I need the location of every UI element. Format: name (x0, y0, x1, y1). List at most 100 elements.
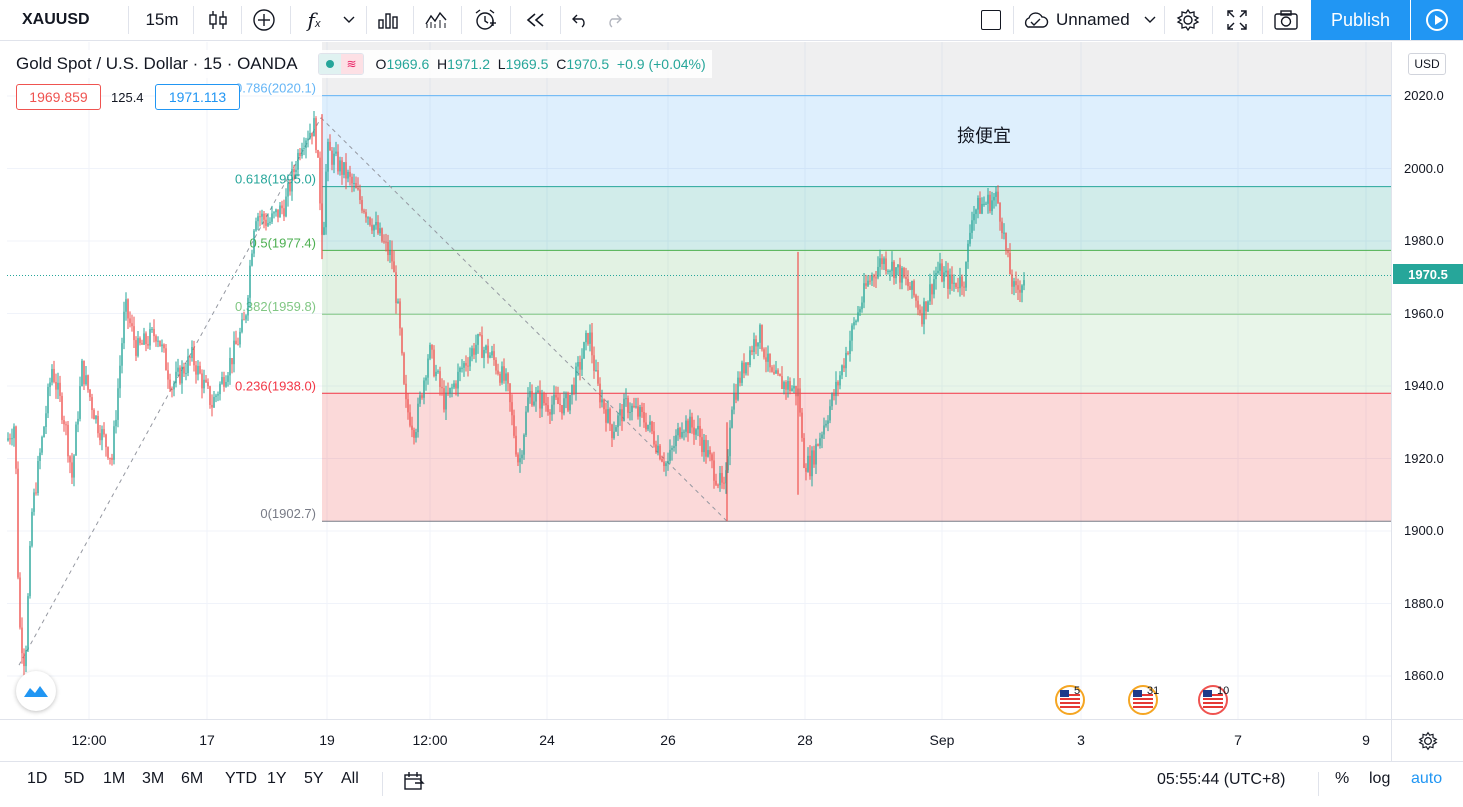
redo-icon[interactable] (600, 0, 630, 40)
buy-price-button[interactable]: 1971.113 (155, 84, 240, 110)
symbol-search-button[interactable]: XAUUSD (22, 11, 90, 28)
templates-icon[interactable] (416, 0, 456, 40)
time-axis[interactable]: 12:00 17 19 12:00 24 26 28 Sep 3 7 9 (0, 719, 1391, 761)
range-button-1d[interactable]: 1D (27, 770, 48, 787)
layout-name-button[interactable]: Unnamed (1020, 0, 1162, 40)
fullscreen-icon[interactable] (1216, 0, 1258, 40)
candle-body (633, 405, 635, 407)
candle-body (467, 365, 469, 367)
publish-button[interactable]: Publish (1311, 0, 1410, 40)
candle-body (595, 370, 597, 372)
candle-body (715, 480, 717, 485)
price-chart[interactable]: 0.786(2020.1) 0.618(1995.0) 0.5(1977.4) 0.3… (7, 42, 1391, 719)
range-button-6m[interactable]: 6M (181, 770, 204, 787)
gear-icon[interactable] (1168, 0, 1208, 40)
candle-body (349, 171, 351, 177)
compare-add-icon[interactable] (244, 0, 284, 40)
candle-body (243, 319, 245, 321)
replay-icon[interactable] (514, 0, 556, 40)
camera-icon[interactable] (1265, 0, 1307, 40)
candle-body (875, 277, 877, 279)
candle-body (757, 342, 759, 347)
percent-scale-toggle[interactable]: % (1335, 770, 1350, 787)
candle-body (565, 394, 567, 399)
candle-body (613, 431, 615, 439)
candle-body (225, 381, 227, 387)
candle-body (711, 454, 713, 461)
candle-body (237, 344, 239, 346)
range-button-5d[interactable]: 5D (64, 770, 85, 787)
log-scale-toggle[interactable]: log (1369, 770, 1391, 787)
range-button-all[interactable]: All (341, 770, 359, 787)
price-axis[interactable]: USD 2020.0 2000.0 1980.0 1960.0 1940.0 1920.0… (1391, 42, 1463, 719)
range-button-3m[interactable]: 3M (142, 770, 165, 787)
chart-pane[interactable]: 0.786(2020.1) 0.618(1995.0) 0.5(1977.4) 0.3… (7, 42, 1391, 719)
chevron-down-icon[interactable] (334, 0, 364, 40)
tradingview-logo-icon[interactable] (16, 671, 56, 711)
candle-body (883, 258, 885, 265)
play-icon[interactable] (1411, 0, 1463, 40)
candle-body (645, 422, 647, 430)
fib-zone (322, 250, 1391, 315)
candles-icon[interactable] (198, 0, 238, 40)
candle-body (113, 426, 115, 460)
candle-body (39, 452, 41, 462)
candle-body (101, 429, 103, 441)
candle-body (769, 353, 771, 368)
candle-body (1003, 232, 1005, 234)
candle-body (189, 356, 191, 359)
candle-body (819, 438, 821, 446)
range-button-ytd[interactable]: YTD (225, 770, 257, 787)
toolbar-divider (193, 6, 194, 34)
chart-settings-gear-icon[interactable] (1391, 719, 1463, 761)
candle-body (459, 367, 461, 372)
range-button-1m[interactable]: 1M (103, 770, 126, 787)
range-button-5y[interactable]: 5Y (304, 770, 324, 787)
candle-body (17, 468, 19, 578)
cloud-icon (1024, 12, 1049, 28)
interval-button[interactable]: 15m (145, 10, 179, 29)
candle-body (25, 650, 27, 667)
candle-body (131, 323, 133, 327)
candle-body (951, 274, 953, 284)
candle-body (881, 258, 883, 265)
layout-square-icon[interactable] (974, 0, 1008, 40)
legend-symbol-title[interactable]: Gold Spot / U.S. Dollar · 15 · OANDA (16, 54, 298, 73)
candle-body (57, 382, 59, 390)
candle-body (121, 343, 123, 366)
range-button-1y[interactable]: 1Y (267, 770, 287, 787)
alert-clock-icon[interactable] (464, 0, 506, 40)
candle-body (67, 424, 69, 457)
candle-body (1009, 252, 1011, 275)
candle-body (1021, 285, 1023, 293)
auto-scale-toggle[interactable]: auto (1411, 770, 1443, 787)
goto-date-icon[interactable] (403, 771, 425, 796)
candle-body (485, 345, 487, 350)
candle-body (953, 282, 955, 284)
spread-value: 125.4 (111, 90, 144, 105)
financials-icon[interactable] (368, 0, 408, 40)
sell-price-button[interactable]: 1969.859 (16, 84, 101, 110)
chart-legend: Gold Spot / U.S. Dollar · 15 · OANDA ≋ O… (16, 50, 712, 78)
candle-body (601, 399, 603, 403)
economic-event-flag-icon[interactable] (1128, 685, 1158, 715)
economic-event-flag-icon[interactable] (1198, 685, 1228, 715)
time-tick-label: 24 (539, 732, 555, 748)
market-open-dot-icon (318, 54, 341, 74)
undo-icon[interactable] (564, 0, 594, 40)
candle-body (603, 399, 605, 410)
candle-body (215, 395, 217, 397)
candle-body (501, 366, 503, 383)
candle-body (863, 283, 865, 303)
candle-body (525, 411, 527, 435)
candle-body (23, 653, 25, 667)
candle-body (157, 340, 159, 342)
clock-timezone-button[interactable]: 05:55:44 (UTC+8) (1157, 771, 1286, 788)
economic-event-flag-icon[interactable] (1055, 685, 1085, 715)
candle-body (247, 297, 249, 316)
currency-badge[interactable]: USD (1408, 53, 1446, 75)
candle-body (429, 345, 431, 359)
candle-body (987, 194, 989, 204)
candle-body (289, 183, 291, 192)
